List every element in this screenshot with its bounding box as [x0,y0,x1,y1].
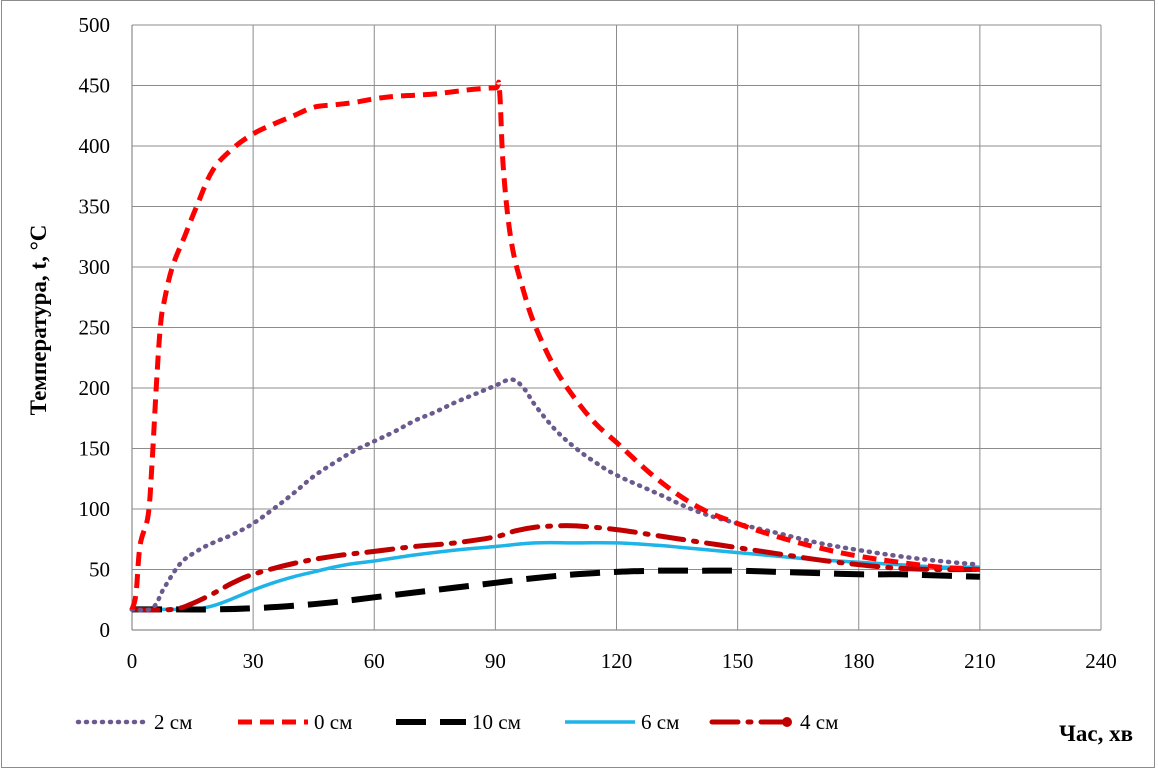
x-axis-title: Час, хв [1059,721,1133,746]
series-line-4-см [129,523,983,613]
x-tick-label: 210 [964,649,996,673]
y-tick-label: 200 [79,376,111,400]
x-tick-label: 150 [722,649,754,673]
x-tick-labels: 0 30 60 90 120 150 180 210 240 [127,649,1117,673]
grid-lines [132,24,1102,630]
legend-label: 0 см [314,710,352,734]
x-tick-label: 90 [485,649,506,673]
y-tick-label: 300 [79,255,111,279]
y-tick-label: 500 [79,13,111,37]
y-tick-label: 350 [79,195,111,219]
legend-marker [782,717,792,727]
y-tick-label: 150 [79,437,111,461]
y-tick-label: 100 [79,497,111,521]
y-tick-label: 0 [100,618,111,642]
axes [131,25,1101,631]
legend-item: 0 см [238,710,352,734]
x-tick-label: 180 [843,649,875,673]
y-tick-labels: 0 50 100 150 200 250 300 350 400 450 500 [79,13,111,642]
x-tick-label: 60 [364,649,385,673]
legend-item: 6 см [565,710,679,734]
y-tick-label: 450 [79,74,111,98]
x-tick-label: 240 [1085,649,1117,673]
y-axis-title: Температура, t, °С [26,225,51,416]
legend-label: 10 см [472,710,521,734]
legend: 2 см 0 см 10 см 6 см 4 см [75,710,838,734]
legend-label: 2 см [154,710,192,734]
x-tick-label: 30 [243,649,264,673]
legend-item: 10 см [396,710,521,734]
legend-label: 4 см [800,710,838,734]
y-tick-label: 400 [79,134,111,158]
legend-item: 4 см [709,710,838,734]
legend-label: 6 см [641,710,679,734]
y-tick-label: 50 [89,558,110,582]
y-tick-label: 250 [79,316,111,340]
series-line-0-см [129,79,981,611]
x-tick-label: 0 [127,649,138,673]
legend-item: 2 см [75,710,192,734]
x-tick-label: 120 [601,649,633,673]
series-line-10-см [132,567,981,613]
plot-lines [129,79,983,613]
